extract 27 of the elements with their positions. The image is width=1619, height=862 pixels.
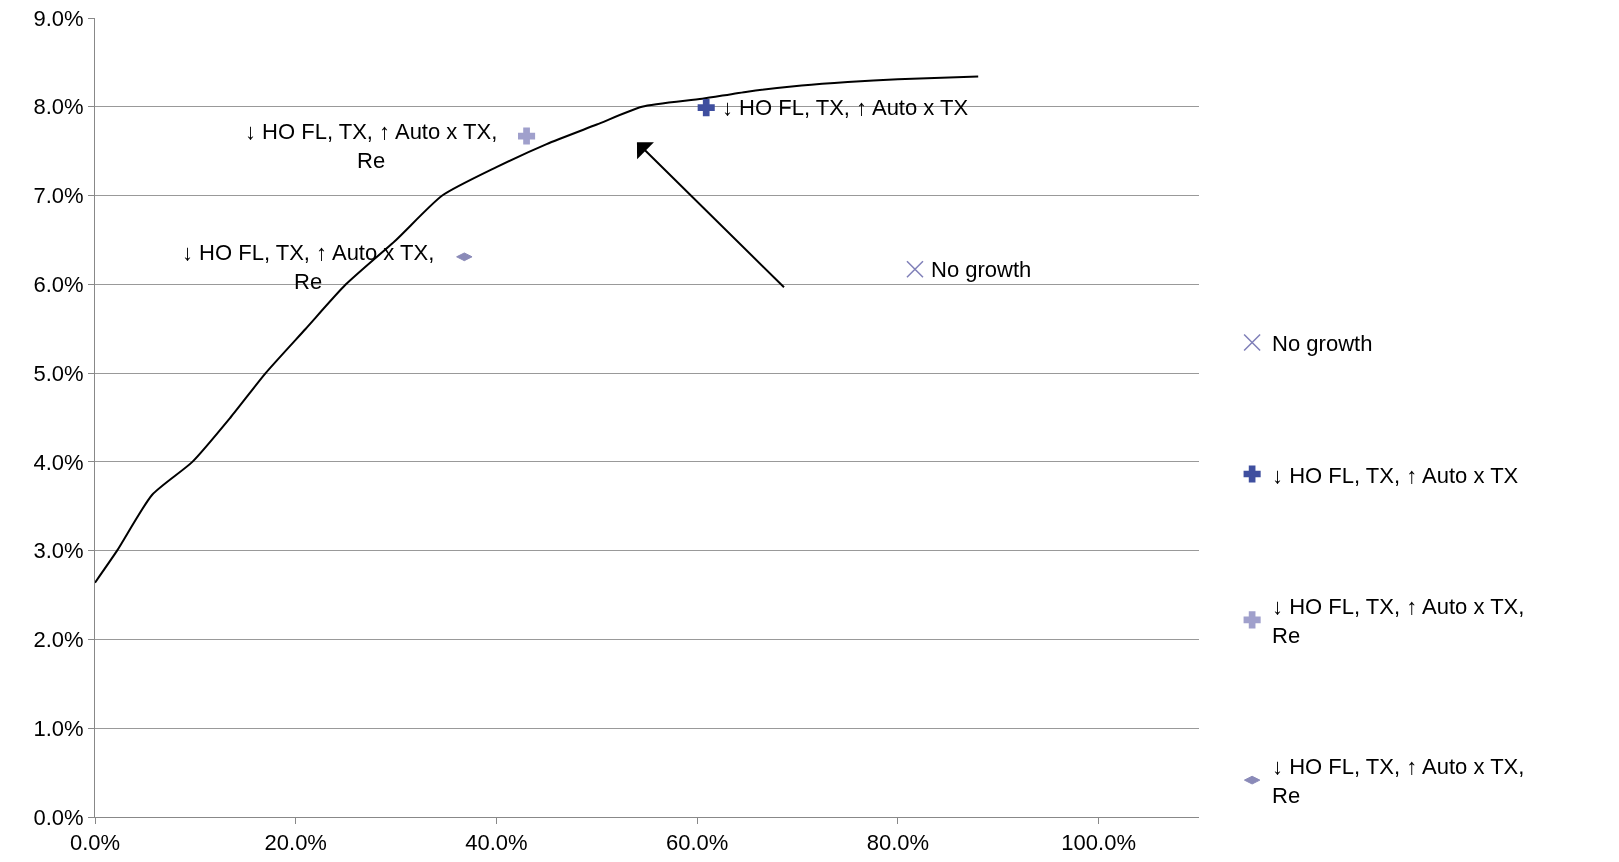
annotation: ↓ HO FL, TX, ↑ Auto x TX, Re	[182, 240, 435, 294]
y-tick-label: 8.0%	[33, 94, 84, 120]
y-tick-label: 0.0%	[33, 804, 84, 830]
point	[906, 260, 924, 278]
y-tick-label: 7.0%	[33, 183, 84, 209]
point	[518, 127, 536, 145]
x-tick-label: 40.0%	[465, 830, 528, 856]
y-tick-label: 6.0%	[33, 272, 84, 298]
x-tick-label: 0.0%	[69, 830, 121, 856]
point	[697, 99, 715, 117]
y-tick-label: 2.0%	[33, 627, 84, 653]
annotation: ↓ HO FL, TX, ↑ Auto x TX	[722, 95, 969, 120]
y-tick-label: 3.0%	[33, 538, 84, 564]
legend-label: ↓ HO FL, TX, ↑ Auto x TX	[1272, 462, 1519, 488]
y-tick-label: 9.0%	[33, 5, 84, 31]
x-tick-label: 80.0%	[866, 830, 930, 856]
y-tick-label: 5.0%	[33, 360, 84, 386]
x-tick-label: 20.0%	[264, 830, 327, 856]
legend-label: No growth	[1272, 331, 1373, 356]
x-tick-label: 60.0%	[665, 830, 729, 856]
legend-label: ↓ HO FL, TX, ↑ Auto x TX, Re	[1272, 594, 1525, 648]
y-tick-label: 4.0%	[33, 449, 84, 475]
legend-label: ↓ HO FL, TX, ↑ Auto x TX, Re	[1272, 754, 1525, 808]
x-tick-label: 100.0%	[1061, 830, 1136, 856]
y-tick-label: 1.0%	[33, 715, 84, 741]
annotation: No growth	[931, 257, 1032, 282]
annotation: ↓ HO FL, TX, ↑ Auto x TX, Re	[245, 119, 498, 173]
